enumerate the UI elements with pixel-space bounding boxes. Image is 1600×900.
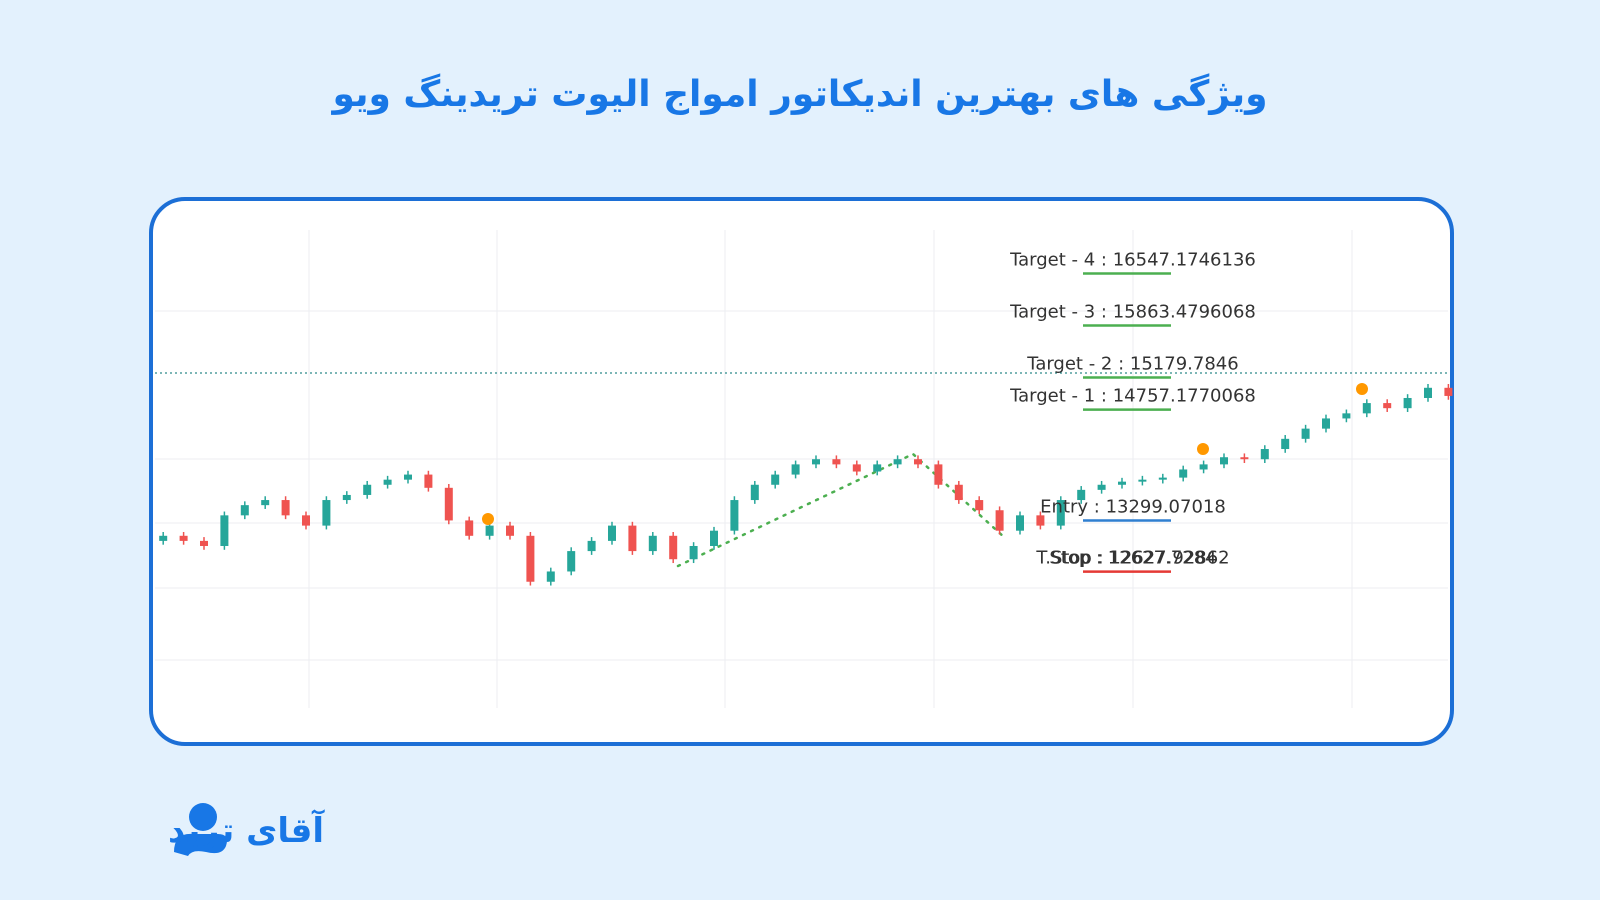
candle-body xyxy=(1220,457,1228,465)
candle-body xyxy=(465,520,474,536)
candle-body xyxy=(200,540,208,546)
candle-body xyxy=(1016,515,1024,531)
candle-body xyxy=(1403,397,1412,409)
candle-body xyxy=(1179,469,1188,478)
candle-body xyxy=(1444,387,1453,396)
candle-body xyxy=(240,505,249,516)
logo-icon xyxy=(174,833,227,856)
candle-body xyxy=(750,484,759,501)
candle-body xyxy=(424,474,433,488)
signal-dot xyxy=(1356,383,1368,395)
candle-body xyxy=(1281,438,1290,450)
candle-body xyxy=(975,500,984,511)
candle-body xyxy=(322,500,331,526)
page-title: ویژگی های بهترین اندیکاتور امواج الیوت ت… xyxy=(330,73,1267,115)
candle-body xyxy=(954,484,963,501)
candle-body xyxy=(812,459,820,465)
grid xyxy=(155,230,1448,708)
candle-body xyxy=(608,525,616,541)
level-label: Entry : 13299.07018 xyxy=(1040,497,1226,518)
candle-body xyxy=(1158,477,1167,480)
candle-body xyxy=(852,464,861,472)
candle-body xyxy=(689,545,698,560)
logo-icon xyxy=(189,803,217,831)
candle-body xyxy=(648,535,657,552)
candle-body xyxy=(1424,387,1432,398)
candle-body xyxy=(893,459,902,465)
candle-body xyxy=(1199,464,1208,470)
candle-body xyxy=(485,525,494,536)
level-label: Target - 3 : 15863.4796068 xyxy=(1009,301,1256,322)
candle-body xyxy=(832,459,841,465)
candle-body xyxy=(546,571,555,582)
candle-body xyxy=(628,525,637,552)
candle-body xyxy=(1362,403,1371,414)
candle-body xyxy=(730,500,739,531)
signal-dot xyxy=(1197,443,1209,455)
candle-body xyxy=(1097,484,1106,490)
candle-body xyxy=(710,530,718,546)
candle-body xyxy=(281,500,290,516)
candle-body xyxy=(1322,418,1330,429)
candle-body xyxy=(444,487,453,521)
candle-body xyxy=(995,510,1004,531)
candle-body xyxy=(1301,428,1310,439)
candle-body xyxy=(1260,449,1269,460)
candle-body xyxy=(587,540,596,552)
candle-body xyxy=(873,464,882,472)
candle-body xyxy=(1036,515,1045,526)
levels: Target - 4 : 16547.1746136 Target - 3 : 1… xyxy=(1009,249,1256,573)
level-label: Target - 2 : 15179.7846 xyxy=(1026,353,1238,374)
level-label: Target - 4 : 16547.1746136 xyxy=(1009,249,1256,270)
candle-body xyxy=(1118,481,1126,485)
candle-body xyxy=(1383,403,1392,409)
candle-body xyxy=(1342,413,1351,419)
candle-body xyxy=(914,459,922,465)
candle-body xyxy=(791,464,800,475)
candle-body xyxy=(302,515,310,526)
level-label: Stop : 12627.7284 xyxy=(1049,548,1216,569)
chart-frame xyxy=(149,197,1454,746)
candle-body xyxy=(261,500,270,506)
candle-body xyxy=(567,551,576,572)
candles xyxy=(159,383,1453,586)
candle-body xyxy=(934,464,943,485)
candle-body xyxy=(1077,489,1086,501)
candle-body xyxy=(159,535,168,541)
candle-body xyxy=(1240,457,1249,460)
wave-line xyxy=(676,452,1007,568)
candle-body xyxy=(526,535,535,582)
candle-body xyxy=(771,474,780,485)
candle-body xyxy=(383,479,392,485)
candle-body xyxy=(404,474,412,480)
candle-body xyxy=(506,525,514,536)
candle-body xyxy=(220,515,229,546)
logo-text: آقای ترید xyxy=(168,809,325,851)
level-label: T.Stop : 12627.92862 xyxy=(1035,548,1229,569)
candle-body xyxy=(342,494,351,501)
signal-dot xyxy=(482,513,494,525)
candle-body xyxy=(1056,500,1065,526)
candle-body xyxy=(669,535,678,560)
level-label: Target - 1 : 14757.1770068 xyxy=(1009,386,1256,407)
candle-body xyxy=(1138,479,1147,482)
logo: آقای ترید xyxy=(168,803,325,856)
candle-body xyxy=(179,535,188,541)
candle-body xyxy=(363,484,372,495)
